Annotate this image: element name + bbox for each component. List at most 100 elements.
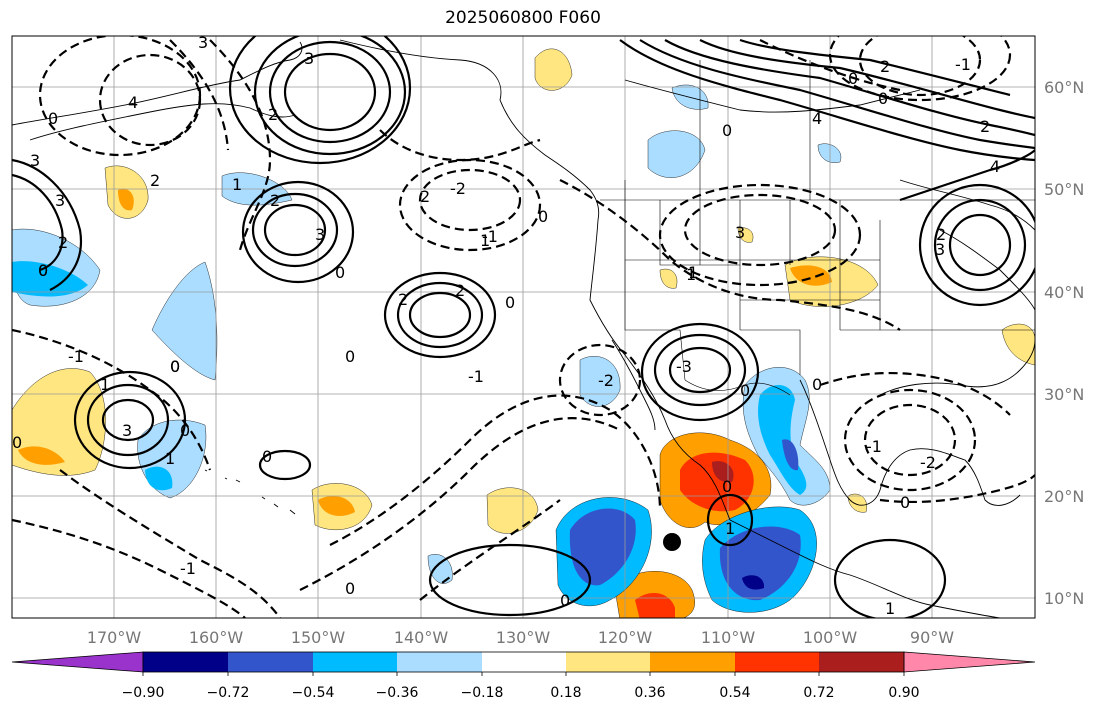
contour-label: 3 [304, 49, 314, 68]
lon-label: 100°W [803, 628, 858, 647]
colorbar-tick-label: 0.72 [803, 685, 834, 701]
colorbar-lower-extend [11, 651, 144, 673]
contour-label: -1 [955, 55, 971, 74]
contour-label: 2 [270, 191, 280, 210]
colorbar-tick-label: 0.36 [634, 685, 665, 701]
colorbar-segment [313, 652, 397, 672]
colorbar-segment [650, 652, 735, 672]
colorbar-tick-label: 0.90 [888, 685, 919, 701]
lon-label: 140°W [394, 628, 449, 647]
contour-label: 0 [538, 207, 548, 226]
colorbar: −0.90 −0.72 −0.54 −0.36 −0.18 0.18 0.36 … [11, 651, 1036, 701]
contour-label: 0 [180, 421, 190, 440]
colorbar-tick-label: 0.54 [719, 685, 750, 701]
contour-label: 0 [505, 293, 515, 312]
contour-label: 0 [335, 263, 345, 282]
contour-label: -3 [676, 357, 692, 376]
lon-label: 150°W [291, 628, 346, 647]
contour-label: 3 [315, 225, 325, 244]
contour-label: 0 [170, 357, 180, 376]
contour-label: -1 [468, 367, 484, 386]
contour-label: 3 [735, 223, 745, 242]
contour-label: 2 [420, 187, 430, 206]
contour-label: -2 [920, 453, 936, 472]
lon-label: 110°W [701, 628, 756, 647]
contour-label: -1 [180, 559, 196, 578]
contour-label: -1 [482, 227, 498, 246]
contour-label: 0 [170, 357, 180, 376]
contour-label: 1 [165, 449, 175, 468]
lon-label: 170°W [87, 628, 142, 647]
contour-label: 2 [58, 233, 68, 252]
contour-label: 2 [880, 57, 890, 76]
contour-label: 2 [268, 105, 278, 124]
lon-label: 160°W [189, 628, 244, 647]
contour-label: 2 [150, 171, 160, 190]
colorbar-tick-label: 0.18 [550, 685, 581, 701]
contour-label: 0 [48, 109, 58, 128]
contour-label: 2 [455, 281, 465, 300]
map-area: 3 2 4 0 3 3 2 0 3 2 1 2 3 0 2 0 0 1 2 2 … [12, 33, 1035, 618]
contour-label: 4 [128, 93, 138, 112]
colorbar-tick-label: −0.36 [376, 685, 419, 701]
longitude-labels: 170°W 160°W 150°W 140°W 130°W 120°W 110°… [87, 628, 954, 647]
contour-label: 3 [198, 33, 208, 52]
colorbar-segment [735, 652, 819, 672]
contour-label: 2 [398, 290, 408, 309]
contour-label: 0 [38, 261, 48, 280]
colorbar-segment [397, 652, 482, 672]
latitude-labels: 60°N 50°N 40°N 30°N 20°N 10°N [1044, 78, 1084, 608]
lat-label: 50°N [1044, 180, 1084, 199]
contour-label: 0 [262, 447, 272, 466]
contour-label: 2 [980, 117, 990, 136]
contour-label: 0 [345, 579, 355, 598]
contour-label: 0 [345, 347, 355, 366]
lon-label: 90°W [910, 628, 954, 647]
colorbar-tick-label: −0.90 [122, 685, 165, 701]
solid-contours [12, 36, 1035, 618]
lon-label: 130°W [496, 628, 551, 647]
contour-label: 3 [935, 240, 945, 259]
contour-label: 1 [688, 263, 698, 282]
contour-label: 0 [740, 381, 750, 400]
colorbar-segment [228, 652, 313, 672]
shaded-anomaly-fields [12, 48, 1035, 618]
contour-label: 3 [122, 421, 132, 440]
contour-label: 0 [848, 69, 858, 88]
lon-label: 120°W [598, 628, 653, 647]
contour-label: 1 [686, 265, 696, 284]
contour-label: 2 [936, 225, 946, 244]
contour-label: 1 [480, 231, 490, 250]
contour-label: 4 [990, 157, 1000, 176]
dashed-contours [12, 36, 1035, 618]
contour-label: 1 [100, 375, 110, 394]
lat-lon-grid [12, 36, 1035, 618]
contour-label: 0 [722, 121, 732, 140]
colorbar-tick-label: −0.72 [207, 685, 250, 701]
contour-label: 0 [812, 375, 822, 394]
contour-label: 1 [725, 519, 735, 538]
contour-label: -1 [866, 437, 882, 456]
contour-label: 0 [560, 591, 570, 610]
contour-label: 0 [900, 493, 910, 512]
contour-label: -2 [598, 371, 614, 390]
contour-label: 0 [38, 261, 48, 280]
contour-label: 1 [232, 175, 242, 194]
colorbar-segment [482, 652, 566, 672]
map-frame [11, 35, 1036, 619]
colorbar-upper-extend [903, 651, 1036, 673]
colorbar-segment [566, 652, 650, 672]
center-point-marker [663, 533, 681, 551]
lat-label: 20°N [1044, 487, 1084, 506]
lat-label: 10°N [1044, 589, 1084, 608]
contour-label: 3 [30, 151, 40, 170]
lat-label: 30°N [1044, 385, 1084, 404]
contour-label: 1 [885, 599, 895, 618]
colorbar-tick-label: −0.54 [292, 685, 335, 701]
colorbar-segment [143, 652, 228, 672]
contour-label: -2 [450, 179, 466, 198]
contour-labels: 3 2 4 0 3 3 2 0 3 2 1 2 3 0 2 0 0 1 2 2 … [12, 33, 1000, 618]
colorbar-segment [819, 652, 904, 672]
contour-label: 4 [812, 109, 822, 128]
